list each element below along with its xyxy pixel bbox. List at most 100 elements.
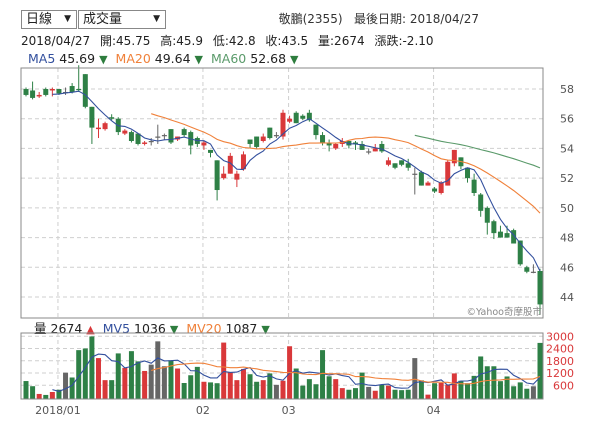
volume-bar <box>95 358 101 399</box>
candle <box>399 160 405 167</box>
candle <box>49 87 55 97</box>
vol-legend-mv5: MV5 1036 ▼ <box>103 321 179 336</box>
quote-low: 低:42.8 <box>212 34 256 48</box>
candle <box>517 240 523 266</box>
volume-bar <box>352 388 358 399</box>
date-tick-label: 02 <box>196 404 210 417</box>
arrow-down-icon: ▼ <box>290 53 299 66</box>
candle <box>122 129 128 136</box>
candle <box>234 170 240 188</box>
volume-bar <box>254 381 260 399</box>
volume-bar <box>36 393 42 399</box>
price-tick-label: 54 <box>560 142 574 155</box>
volume-bar <box>326 376 332 399</box>
quote-change: 漲跌:-2.10 <box>374 34 434 48</box>
volume-bar <box>148 364 154 399</box>
legend-label: MA60 <box>211 51 247 66</box>
indicator-select[interactable]: 成交量 ▼ <box>78 10 166 29</box>
period-select[interactable]: 日線 ▼ <box>21 10 77 29</box>
ma-legend-ma5: MA5 45.69 ▼ <box>28 51 108 66</box>
volume-bar <box>484 366 490 399</box>
candle <box>76 65 82 92</box>
volume-bar <box>280 380 286 399</box>
volume-bar <box>168 360 174 399</box>
candle <box>379 141 385 153</box>
volume-tick-label: 1200 <box>546 367 574 380</box>
volume-bar <box>399 390 405 399</box>
price-tick-label: 56 <box>560 113 574 126</box>
candle <box>471 173 477 196</box>
candle <box>247 139 253 149</box>
candle <box>273 132 279 139</box>
volume-bar <box>432 383 438 399</box>
volume-bar <box>194 366 200 399</box>
candle <box>221 166 227 180</box>
chevron-down-icon: ▼ <box>153 14 160 24</box>
volume-bar <box>23 381 29 399</box>
volume-bar <box>260 380 266 399</box>
volume-bar <box>214 383 220 399</box>
volume-bar <box>471 375 477 399</box>
legend-value: 2674 <box>50 321 83 336</box>
candle <box>333 142 339 150</box>
volume-bar <box>115 353 121 399</box>
legend-value: 45.69 <box>59 51 96 66</box>
candle <box>194 136 200 147</box>
date-tick-label: 04 <box>427 404 441 417</box>
candle <box>240 151 246 171</box>
candle <box>161 133 167 140</box>
volume-bar <box>300 385 306 399</box>
legend-label: MA5 <box>28 51 56 66</box>
arrow-down-icon: ▼ <box>99 53 108 66</box>
candle <box>458 157 464 170</box>
volume-tick-label: 600 <box>553 379 574 392</box>
period-value: 日線 <box>26 12 53 27</box>
volume-bar <box>109 380 115 399</box>
vol-legend-mv20: MV20 1087 ▼ <box>186 321 270 336</box>
chevron-down-icon: ▼ <box>64 14 71 24</box>
volume-bar <box>491 366 497 399</box>
volume-bar <box>181 383 187 399</box>
volume-bar <box>497 381 503 399</box>
candle <box>346 141 352 149</box>
volume-bar <box>102 380 108 399</box>
price-tick-label: 48 <box>560 232 574 245</box>
candle <box>313 124 319 140</box>
candle <box>128 130 134 143</box>
legend-value: 49.64 <box>154 51 191 66</box>
ma-legend-ma20: MA20 49.64 ▼ <box>116 51 203 66</box>
volume-bar <box>537 342 543 399</box>
legend-value: 52.68 <box>250 51 287 66</box>
volume-bar <box>412 358 418 399</box>
legend-label: MV20 <box>186 321 222 336</box>
candle <box>392 163 398 170</box>
candle <box>142 141 148 146</box>
candle <box>465 167 471 183</box>
volume-bar <box>293 368 299 399</box>
volume-bar <box>465 383 471 399</box>
stock-header: 敬鵬(2355) 最後日期: 2018/04/27 <box>279 10 479 27</box>
volume-bar <box>385 385 391 399</box>
volume-bar <box>43 394 49 399</box>
legend-label: MA20 <box>115 51 151 66</box>
volume-bar <box>425 394 431 399</box>
candle <box>537 268 543 315</box>
volume-bar <box>56 389 62 399</box>
candle <box>530 264 536 274</box>
arrow-up-icon: ▲ <box>86 323 95 336</box>
volume-bar <box>405 389 411 399</box>
candle <box>497 225 503 238</box>
candle <box>326 139 332 152</box>
volume-bar <box>504 376 510 399</box>
volume-bar <box>30 386 36 399</box>
volume-bar <box>208 382 214 399</box>
candle <box>102 121 108 131</box>
candle <box>478 193 484 217</box>
legend-value: 1087 <box>225 321 258 336</box>
volume-bar <box>346 389 352 399</box>
candle <box>254 136 260 149</box>
candle <box>432 187 438 193</box>
ma20-line <box>151 113 541 214</box>
volume-bar <box>155 341 161 399</box>
quote-open: 開:45.75 <box>100 34 151 48</box>
